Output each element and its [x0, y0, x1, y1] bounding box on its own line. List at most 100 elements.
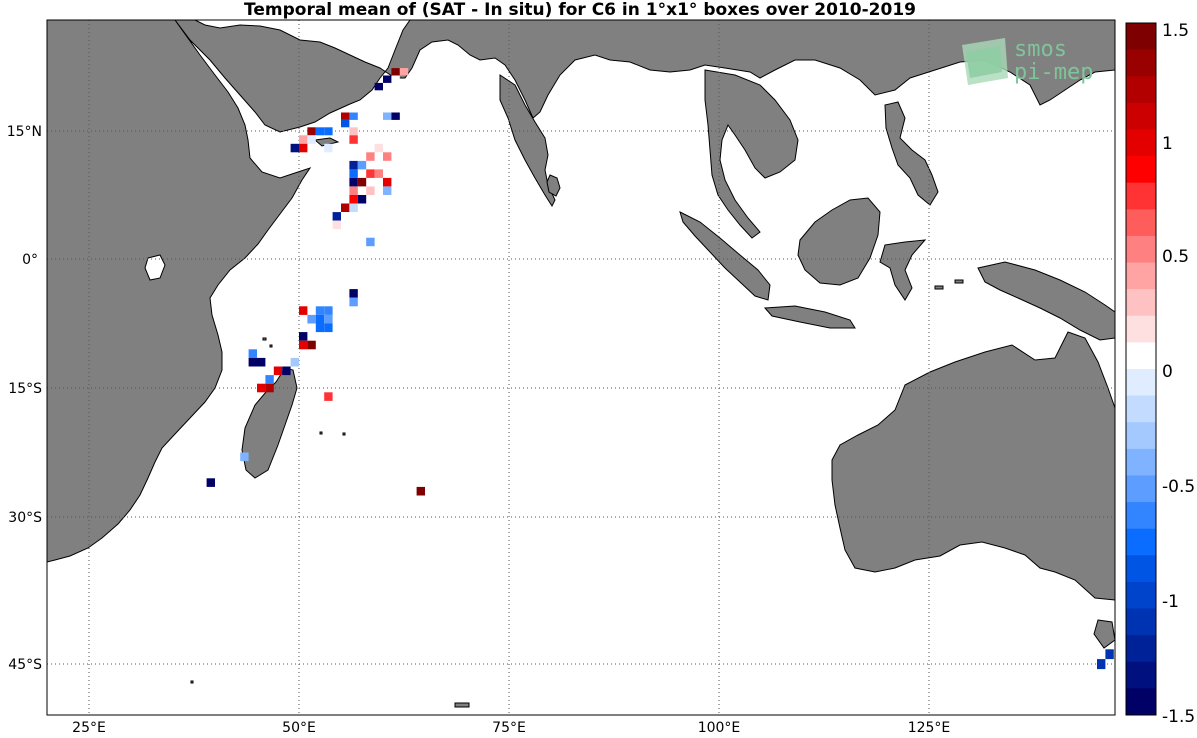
landmass-india [499, 74, 556, 208]
data-cell [349, 195, 358, 204]
data-cell [290, 349, 299, 358]
data-cell [257, 383, 266, 393]
colorbar-tick-label: 1.5 [1162, 21, 1189, 41]
landmass-madagascar [241, 367, 298, 479]
x-tick-label: 50°E [282, 720, 316, 736]
landmass-borneo [797, 197, 881, 286]
landmass-socotra [313, 137, 340, 147]
data-cell [324, 143, 333, 153]
data-cell [315, 323, 325, 333]
colorbar-segment [1126, 369, 1156, 397]
data-cell [349, 186, 358, 195]
colorbar-segment [1126, 635, 1156, 663]
colorbar-segment [1126, 156, 1156, 184]
data-cell [383, 186, 392, 195]
logo-text-line2: pi-mep [1014, 60, 1093, 85]
data-cell [349, 135, 358, 144]
colorbar-tick-label: 0 [1162, 362, 1173, 382]
data-cell [299, 306, 308, 315]
landmass-new-guinea [977, 261, 1115, 341]
colorbar-segment [1126, 235, 1156, 264]
colorbar-segment [1126, 262, 1156, 290]
colorbar-labels: 1.5 1 0.5 0 -0.5 -1 -1.5 [1162, 21, 1195, 727]
data-cell [357, 160, 367, 170]
small-islands [190, 279, 964, 708]
data-cell [248, 349, 257, 358]
data-cell [374, 143, 383, 153]
data-cell [299, 332, 308, 341]
colorbar-segment [1126, 23, 1156, 51]
x-tick-label: 125°E [908, 720, 951, 736]
data-cells [206, 68, 1114, 670]
map-frame [46, 19, 1116, 716]
data-cell [290, 143, 299, 153]
x-axis-labels: 25°E 50°E 75°E 100°E 125°E [72, 720, 950, 736]
colorbar-segment [1126, 581, 1156, 610]
data-cell [1097, 659, 1106, 670]
data-cell [315, 306, 325, 315]
data-cell [341, 119, 350, 128]
colorbar-segment [1126, 661, 1156, 689]
data-cell [399, 68, 409, 76]
data-cell [1105, 649, 1114, 660]
data-cell [299, 135, 308, 144]
colorbar-segment [1126, 502, 1156, 530]
y-tick-label: 0° [22, 252, 38, 268]
logo-text-line1: smos [1014, 37, 1067, 62]
data-cell [357, 195, 367, 204]
data-cell [349, 289, 358, 298]
data-cell [307, 314, 316, 324]
data-cell [341, 112, 350, 120]
colorbar-segment [1126, 475, 1156, 503]
data-cell [299, 143, 308, 153]
data-cell [341, 203, 350, 212]
lake-victoria [144, 254, 166, 281]
x-tick-label: 25°E [72, 720, 106, 736]
y-tick-label: 15°S [8, 381, 42, 397]
data-cell [307, 340, 316, 350]
data-cell [349, 297, 358, 307]
data-cell [366, 237, 375, 247]
landmass-philippines [884, 101, 939, 206]
colorbar-tick-label: -0.5 [1162, 477, 1195, 497]
data-cell [349, 160, 358, 170]
colorbar-segment [1126, 342, 1156, 370]
data-cell [383, 152, 392, 161]
data-cell [391, 75, 400, 83]
data-cell [349, 177, 358, 187]
data-cell [315, 127, 325, 136]
landmass-sulawesi [879, 239, 927, 301]
data-cell [315, 314, 325, 324]
data-cell [374, 82, 383, 91]
colorbar-segment [1126, 608, 1156, 636]
data-cell [324, 392, 333, 401]
colorbar-segment [1126, 49, 1156, 77]
data-cell [324, 306, 333, 315]
data-cell [307, 127, 316, 136]
colorbar-segment [1126, 315, 1156, 343]
data-cell [391, 68, 400, 76]
data-cell [366, 169, 375, 178]
data-cell [324, 323, 333, 333]
colorbar-segment [1126, 209, 1156, 237]
data-cell [349, 203, 358, 212]
data-cell [383, 75, 392, 83]
data-cell [383, 112, 392, 120]
colorbar-tick-label: 1 [1162, 134, 1173, 154]
data-cell [206, 478, 215, 487]
data-cell [349, 169, 358, 178]
colorbar-segment [1126, 129, 1156, 157]
map-title: Temporal mean of (SAT - In situ) for C6 … [244, 0, 916, 20]
data-cell [257, 357, 266, 367]
colorbar-segment [1126, 422, 1156, 450]
data-cell [240, 452, 249, 462]
landmass-sri-lanka [546, 174, 561, 197]
colorbar-segment [1126, 528, 1156, 556]
colorbar-segment [1126, 688, 1156, 716]
colorbar-segment [1126, 395, 1156, 423]
data-cell [383, 177, 392, 187]
data-cell [324, 314, 333, 324]
data-cell [299, 340, 308, 350]
data-cell [349, 127, 358, 136]
data-cell [332, 143, 341, 153]
